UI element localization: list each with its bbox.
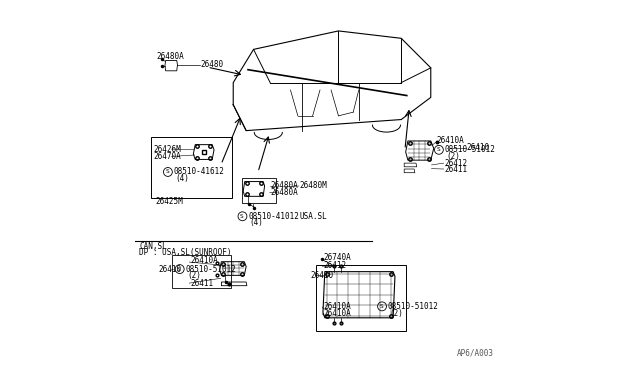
Text: 26411: 26411 [190,279,213,288]
Bar [316,265,406,331]
Text: 26480A: 26480A [271,188,298,197]
Text: 08510-41012: 08510-41012 [248,212,299,221]
Text: 26412: 26412 [323,261,346,270]
Text: (4): (4) [175,174,189,183]
Text: S: S [177,267,181,272]
Text: S: S [240,214,244,219]
Text: (2): (2) [389,308,403,318]
Text: S: S [380,304,383,309]
Text: (2): (2) [446,152,460,161]
Text: 26740A: 26740A [323,253,351,263]
Text: 26410A: 26410A [190,256,218,265]
Text: 26412: 26412 [444,158,468,168]
Text: 26410A: 26410A [323,308,351,318]
Text: CAN,SL: CAN,SL [139,242,167,251]
Text: 26410: 26410 [467,144,490,153]
Text: USA.SL: USA.SL [300,212,328,221]
Text: (4): (4) [250,218,264,227]
Text: 26410: 26410 [158,264,181,273]
Text: 26480: 26480 [201,60,224,70]
Text: 26480A: 26480A [157,52,184,61]
Text: 26470A: 26470A [154,152,182,161]
Text: 26425M: 26425M [155,197,182,206]
Text: AP6/A003: AP6/A003 [456,349,493,357]
Bar [151,137,232,198]
Text: 08510-41612: 08510-41612 [173,167,224,176]
Text: 26426M: 26426M [154,145,182,154]
Text: 08510-51012: 08510-51012 [444,145,495,154]
Text: (2): (2) [187,271,201,280]
Text: DP : USA,SL(SUNROOF): DP : USA,SL(SUNROOF) [139,248,232,257]
Bar [242,177,276,203]
Text: 26411: 26411 [444,164,468,173]
Text: 26410: 26410 [310,271,333,280]
Text: S: S [165,170,169,174]
Text: 26410A: 26410A [436,137,464,145]
Text: S: S [436,147,440,152]
Text: 26410A: 26410A [323,302,351,311]
Text: 08510-51012: 08510-51012 [388,302,438,311]
Text: 26480A: 26480A [271,181,298,190]
Text: 26480M: 26480M [300,181,328,190]
Text: 08510-51012: 08510-51012 [185,264,236,273]
Bar [172,255,232,288]
